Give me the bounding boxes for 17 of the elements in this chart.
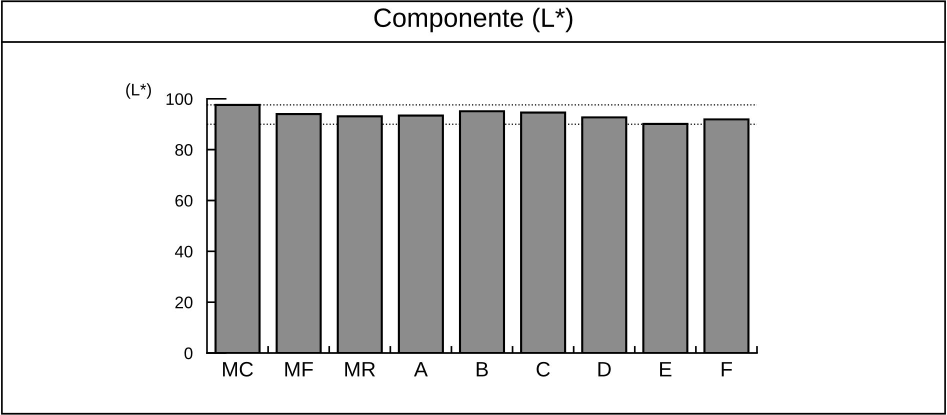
y-axis-title: (L*): [126, 83, 151, 99]
y-tick-label: 20: [175, 296, 192, 308]
x-tick-label: F: [722, 362, 732, 376]
y-tick-label: 40: [174, 246, 192, 258]
x-tick-label: A: [414, 362, 428, 376]
x-tick-label: C: [536, 362, 550, 377]
x-tick-label: MF: [285, 362, 313, 376]
x-tick-label: B: [476, 362, 488, 376]
y-tick-label: 100: [166, 93, 192, 106]
x-tick-label: D: [598, 362, 611, 376]
x-tick-label: MC: [223, 362, 253, 377]
x-tick-label: E: [660, 362, 672, 376]
y-tick-label: 0: [184, 347, 192, 360]
y-tick-label: 80: [175, 144, 192, 156]
chart-title: Componente (L*): [374, 8, 572, 32]
x-tick-label: MR: [345, 362, 376, 376]
y-tick-label: 60: [175, 194, 192, 207]
